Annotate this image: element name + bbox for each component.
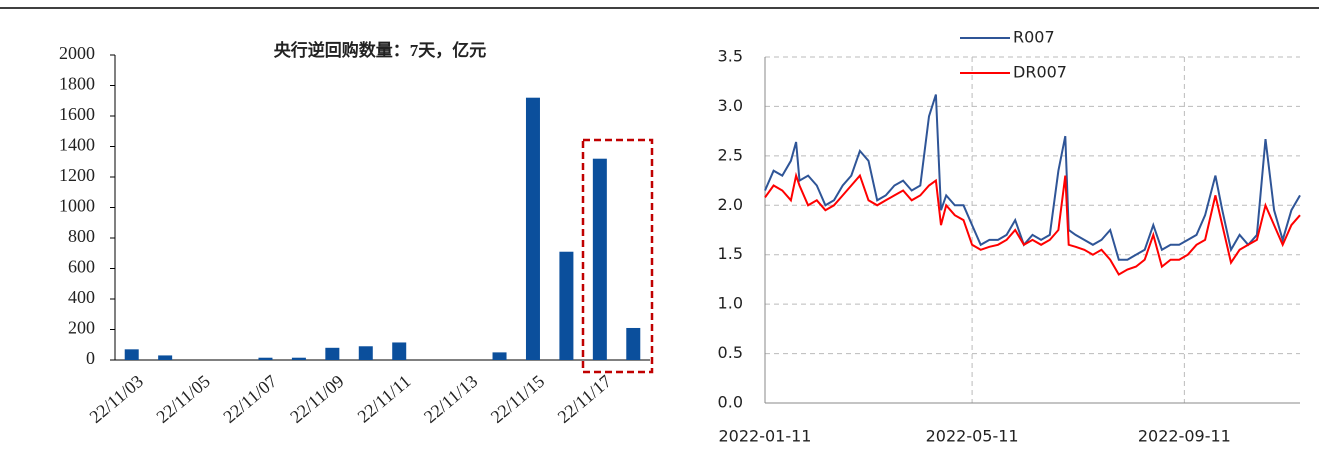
x-tick-label: 22/11/03 xyxy=(86,371,147,427)
y-tick-label: 1600 xyxy=(59,104,95,124)
bar xyxy=(258,357,273,360)
bar xyxy=(325,347,340,360)
y-tick-label: 200 xyxy=(68,318,95,338)
y-tick-label: 3.5 xyxy=(718,47,743,66)
y-tick-label: 1000 xyxy=(59,196,95,216)
y-tick-label: 1200 xyxy=(59,165,95,185)
y-tick-label: 2.0 xyxy=(718,195,743,214)
bar xyxy=(492,352,507,360)
x-tick-label: 22/11/17 xyxy=(554,371,615,427)
line-series xyxy=(764,171,1301,276)
highlight-box xyxy=(581,138,654,374)
bar xyxy=(291,357,306,360)
bar xyxy=(525,97,540,360)
y-tick-label: 0.0 xyxy=(718,393,743,412)
bar xyxy=(124,349,139,360)
line-series xyxy=(764,94,1301,261)
x-tick-label: 22/11/05 xyxy=(152,371,213,427)
bar xyxy=(559,251,574,360)
x-tick-label: 22/11/15 xyxy=(487,371,548,427)
y-tick-label: 2000 xyxy=(59,43,95,63)
bar xyxy=(392,342,407,360)
y-tick-label: 1.0 xyxy=(718,294,743,313)
y-tick-label: 600 xyxy=(68,257,95,277)
x-tick-label: 22/11/07 xyxy=(219,371,280,427)
x-tick-label: 22/11/11 xyxy=(354,371,415,427)
bar xyxy=(158,355,173,360)
bar xyxy=(592,158,607,360)
legend-label: R007 xyxy=(1013,28,1055,47)
bar xyxy=(626,327,641,360)
y-tick-label: 3.0 xyxy=(718,96,743,115)
y-tick-label: 1.5 xyxy=(718,244,743,263)
y-tick-label: 0.5 xyxy=(718,343,743,362)
y-tick-label: 2.5 xyxy=(718,145,743,164)
x-tick-label: 22/11/09 xyxy=(286,371,347,427)
y-tick-label: 1800 xyxy=(59,74,95,94)
legend-label: DR007 xyxy=(1013,63,1067,82)
x-tick-label: 22/11/13 xyxy=(420,371,481,427)
x-tick-label: 2022-05-11 xyxy=(926,427,1019,446)
x-tick-label: 2022-09-11 xyxy=(1138,427,1231,446)
bar xyxy=(358,346,373,360)
chart-title: 央行逆回购数量：7天，亿元 xyxy=(274,40,487,60)
y-tick-label: 400 xyxy=(68,287,95,307)
y-tick-label: 1400 xyxy=(59,135,95,155)
x-tick-label: 2022-01-11 xyxy=(719,427,812,446)
y-tick-label: 0 xyxy=(86,348,95,368)
y-tick-label: 800 xyxy=(68,226,95,246)
